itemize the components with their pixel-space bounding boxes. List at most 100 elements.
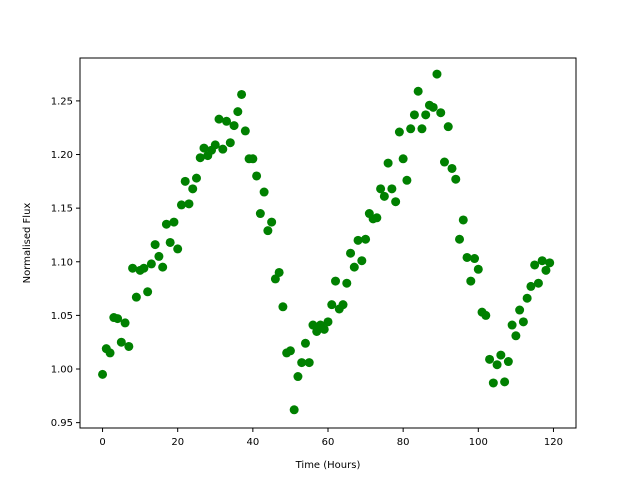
data-point [357,256,367,266]
data-point [432,69,442,79]
data-point [259,187,269,197]
data-point [222,116,232,126]
data-point [391,197,401,207]
data-point [191,173,201,183]
data-point [439,157,449,167]
data-point [383,158,393,168]
data-point [409,110,419,120]
data-point [492,360,502,370]
data-point [522,293,532,303]
x-tick-label: 20 [171,437,184,448]
data-point [443,122,453,132]
data-point [458,215,468,225]
data-point [537,256,547,266]
data-point [158,262,168,272]
data-point [413,86,423,96]
data-point [143,287,153,297]
y-axis-ticks: 0.95 1.00 1.05 1.10 1.15 1.20 1.25 [51,96,80,429]
x-tick-label: 80 [397,437,410,448]
data-point [300,338,310,348]
data-point [327,300,337,310]
data-point [462,252,472,262]
data-point [161,219,171,229]
data-point [199,143,209,153]
data-point [195,153,205,163]
data-point [545,258,555,268]
data-point [402,175,412,185]
data-point [304,358,314,368]
y-tick-label: 1.00 [51,365,73,376]
y-tick-label: 1.15 [51,204,73,215]
data-point [173,244,183,254]
data-point [447,163,457,173]
data-point [323,317,333,327]
data-point [533,278,543,288]
data-point [530,260,540,270]
data-point [451,174,461,184]
data-point [349,262,359,272]
data-point [278,302,288,312]
data-point [252,171,262,181]
data-point [98,369,108,379]
data-point [473,264,483,274]
data-point [184,199,194,209]
x-tick-label: 0 [99,437,105,448]
data-point [218,144,228,154]
data-point [120,318,130,328]
y-tick-label: 1.05 [51,311,73,322]
data-point [503,357,513,367]
data-point [488,378,498,388]
data-point [154,251,164,261]
data-point [176,200,186,210]
data-point [485,354,495,364]
data-point [417,124,427,134]
data-point [128,263,138,273]
data-point [353,235,363,245]
data-point [225,138,235,148]
data-point [361,234,371,244]
data-point [233,107,243,117]
data-point [131,292,141,302]
data-point [169,217,179,227]
data-point [274,267,284,277]
data-point [105,348,115,358]
data-point [394,127,404,137]
data-point [379,191,389,201]
data-point [526,281,536,291]
data-point [466,276,476,286]
data-point [372,213,382,223]
data-point [507,320,517,330]
data-point [511,331,521,341]
x-tick-label: 100 [469,437,488,448]
data-point [210,140,220,150]
data-point [387,184,397,194]
data-point [398,154,408,164]
data-point [297,358,307,368]
data-point [515,305,525,315]
data-point [180,176,190,186]
data-point [470,254,480,264]
x-axis-label: Time (Hours) [295,460,361,471]
data-point [116,337,126,347]
data-point [165,237,175,247]
data-point [124,341,134,351]
data-point [518,317,528,327]
data-points [98,69,555,415]
data-point [263,226,273,236]
data-point [240,126,250,136]
x-axis-ticks: 0 20 40 60 80 100 120 [99,428,563,448]
data-point [289,405,299,415]
data-point [293,372,303,382]
data-point [496,350,506,360]
y-tick-label: 1.25 [51,96,73,107]
data-point [188,184,198,194]
y-tick-label: 1.20 [51,150,73,161]
data-point [455,234,465,244]
data-point [113,314,123,324]
y-tick-label: 0.95 [51,418,73,429]
data-point [248,154,258,164]
data-point [267,217,277,227]
y-tick-label: 1.10 [51,257,73,268]
data-point [406,124,416,134]
data-point [331,276,341,286]
